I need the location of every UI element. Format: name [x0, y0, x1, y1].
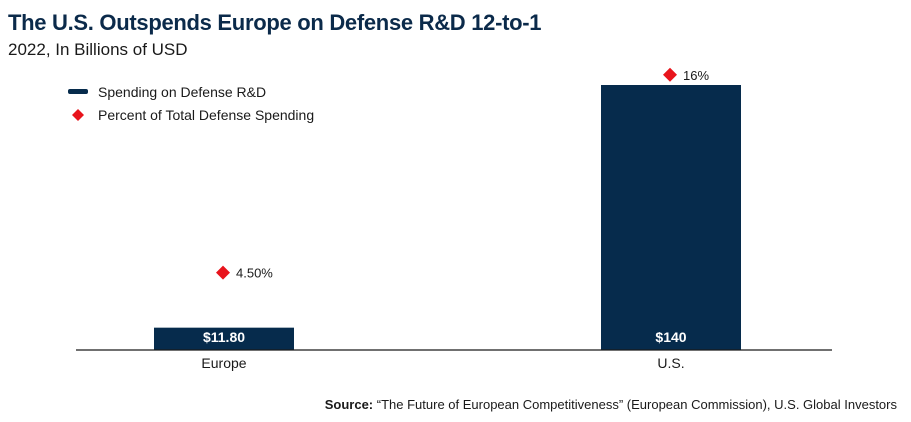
percent-marker — [663, 67, 677, 82]
chart-area: Spending on Defense R&D Percent of Total… — [68, 67, 832, 371]
percent-marker-label: 16% — [683, 68, 709, 83]
chart-title: The U.S. Outspends Europe on Defense R&D… — [8, 10, 542, 35]
legend: Spending on Defense R&D Percent of Total… — [68, 84, 314, 123]
legend-label-percent: Percent of Total Defense Spending — [98, 107, 314, 123]
bar-europe — [154, 327, 294, 350]
source-note: Source: “The Future of European Competit… — [325, 397, 897, 412]
legend-label-spending: Spending on Defense R&D — [98, 84, 266, 100]
source-label: Source: — [324, 397, 374, 412]
legend-swatch-spending — [68, 89, 88, 94]
legend-swatch-percent — [72, 109, 84, 121]
bar-value-label: $11.80 — [203, 329, 245, 345]
chart-subtitle: 2022, In Billions of USD — [8, 40, 188, 59]
percent-marker — [216, 265, 230, 280]
marker-series: 4.50% 16% — [216, 67, 709, 281]
bar-series: $11.80 $140 — [154, 85, 741, 350]
source-text: “The Future of European Competitiveness”… — [376, 397, 897, 412]
x-tick-label: U.S. — [657, 355, 684, 371]
x-tick-label: Europe — [201, 355, 246, 371]
bar-u-s — [601, 85, 741, 350]
bar-value-label: $140 — [655, 329, 686, 345]
percent-marker-label: 4.50% — [236, 266, 273, 281]
x-axis-labels: Europe U.S. — [201, 355, 684, 371]
